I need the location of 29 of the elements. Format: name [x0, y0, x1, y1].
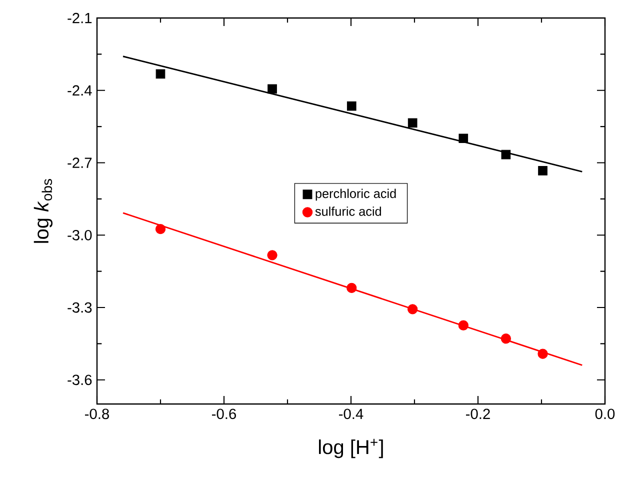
y-axis-title: log k$_{obs}$ [34, 179, 53, 243]
point [408, 118, 418, 128]
legend-label: sulfuric acid [315, 206, 382, 216]
x-tick-label: -0.6 [212, 408, 236, 420]
point [501, 150, 511, 160]
y-tick-label: -3.6 [68, 374, 92, 386]
x-tick-label: -0.4 [339, 408, 364, 420]
y-tick-label: -2.7 [68, 158, 92, 168]
y-tick-label: -2.4 [68, 85, 92, 96]
x-tick-label: -0.2 [466, 408, 490, 420]
x-axis-title: log [H$^{+}$] [319, 438, 383, 458]
point [268, 84, 277, 94]
point [500, 334, 511, 344]
point [156, 69, 166, 79]
y-tick-label: -3.0 [68, 230, 92, 240]
y-tick-label: -3.3 [68, 302, 92, 313]
point [408, 304, 418, 314]
point [346, 101, 356, 111]
point [458, 320, 468, 330]
x-tick-label: 0.0 [595, 408, 615, 420]
legend-label: perchloric acid [316, 188, 396, 201]
y-tick-label: -2.1 [68, 12, 92, 24]
point [346, 282, 357, 294]
point [458, 134, 468, 144]
point [538, 348, 548, 359]
x-tick-label: -0.8 [85, 408, 109, 420]
point [155, 224, 166, 234]
point [267, 250, 278, 260]
point [538, 166, 548, 176]
